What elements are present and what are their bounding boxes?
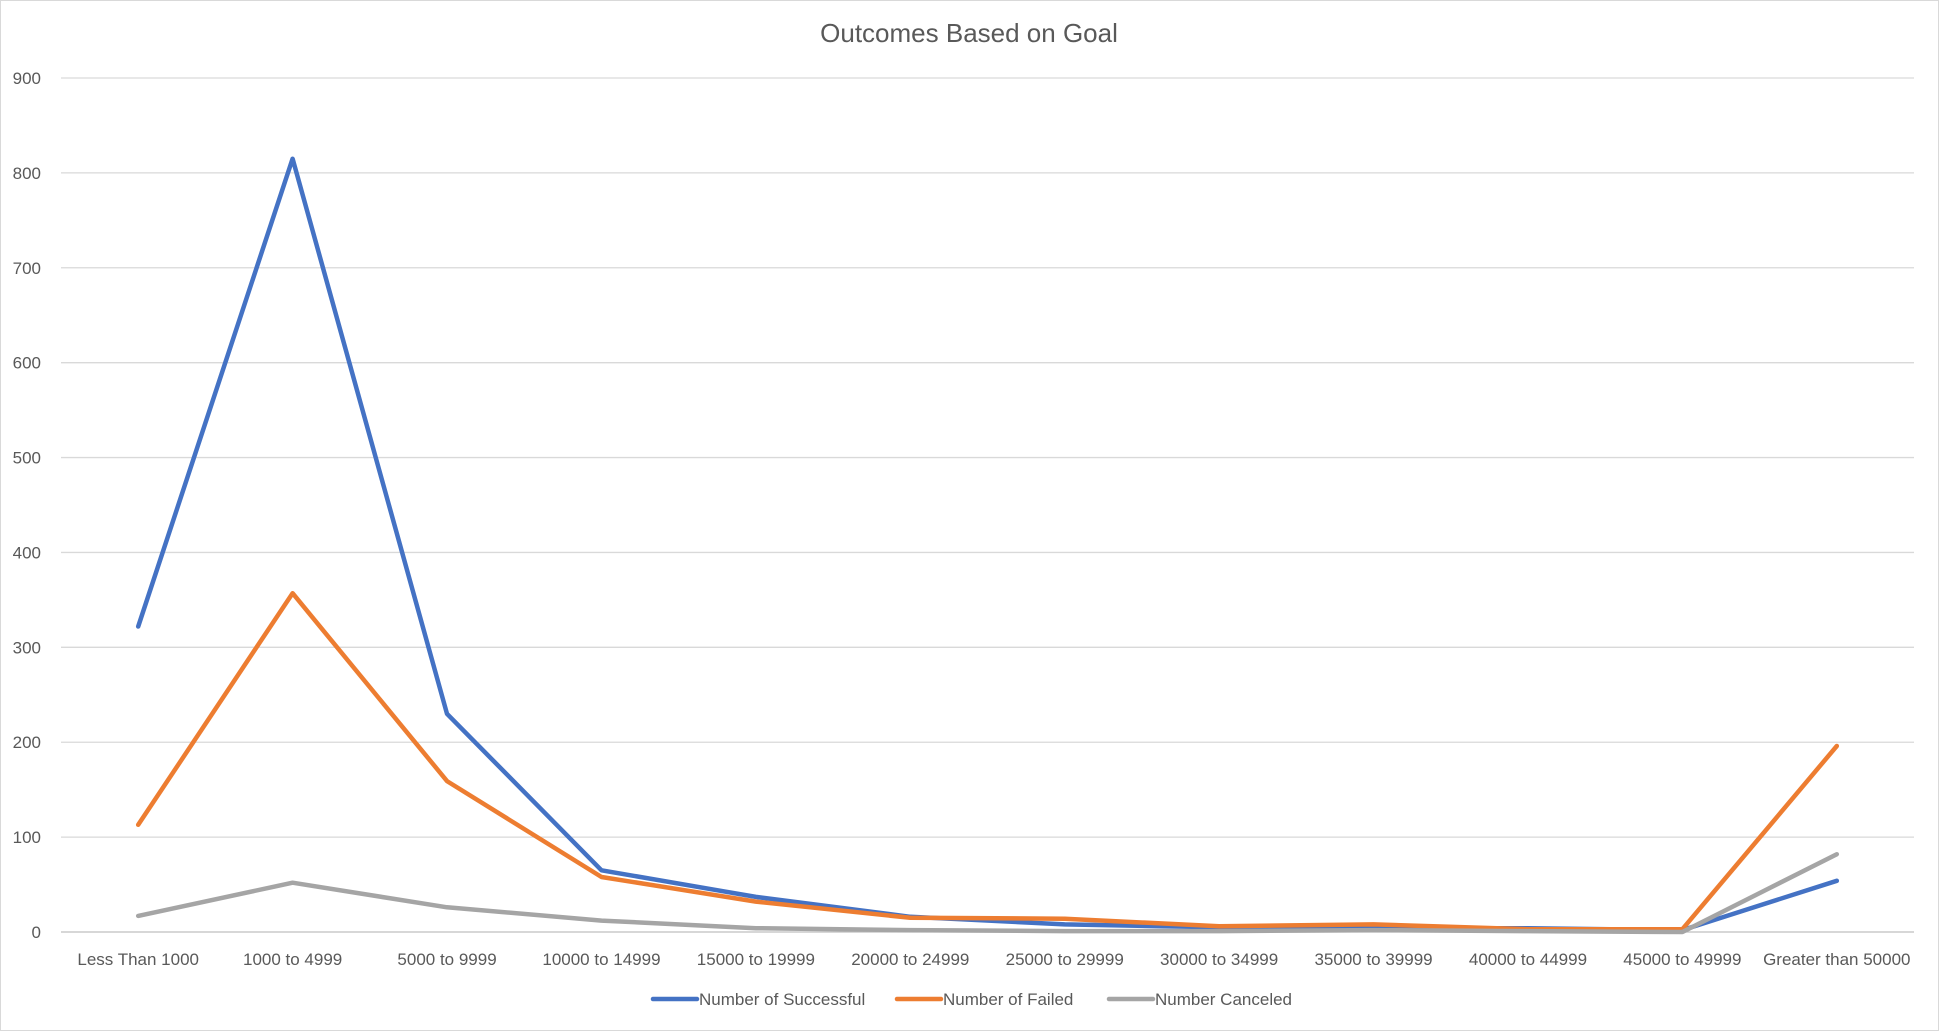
x-tick-label: 35000 to 39999 [1314,950,1432,969]
x-tick-label: 5000 to 9999 [397,950,496,969]
y-tick-label: 0 [32,923,41,942]
y-tick-label: 800 [13,164,41,183]
x-tick-label: 45000 to 49999 [1623,950,1741,969]
series-line-2 [135,590,1840,932]
series-line-1 [135,156,1840,933]
x-axis-ticks: Less Than 1000 1000 to 4999 5000 to 9999 10… [77,950,1910,969]
y-tick-label: 600 [13,354,41,373]
x-tick-label: 30000 to 34999 [1160,950,1278,969]
y-tick-label: 700 [13,259,41,278]
y-tick-label: 500 [13,449,41,468]
x-tick-label: Less Than 1000 [77,950,199,969]
y-axis-ticks: 0 100 200 300 400 500 600 700 800 900 [13,69,41,942]
x-tick-label: 25000 to 29999 [1006,950,1124,969]
legend-label: Number of Failed [943,990,1073,1009]
x-tick-label: 15000 to 19999 [697,950,815,969]
x-tick-label: 40000 to 44999 [1469,950,1587,969]
y-tick-label: 200 [13,733,41,752]
chart-title: Outcomes Based on Goal [820,18,1118,48]
x-tick-label: 10000 to 14999 [542,950,660,969]
y-tick-label: 300 [13,638,41,657]
x-tick-label: 1000 to 4999 [243,950,342,969]
y-tick-label: 100 [13,828,41,847]
y-tick-label: 400 [13,543,41,562]
legend-label: Number of Successful [699,990,865,1009]
x-tick-label: 20000 to 24999 [851,950,969,969]
legend-label: Number Canceled [1155,990,1292,1009]
x-tick-label: Greater than 50000 [1763,950,1910,969]
series-line-3 [135,851,1840,935]
legend: Number of Successful Number of Failed Numb… [650,990,1292,1009]
series-lines [135,156,1840,935]
y-tick-label: 900 [13,69,41,88]
gridlines [61,77,1914,933]
